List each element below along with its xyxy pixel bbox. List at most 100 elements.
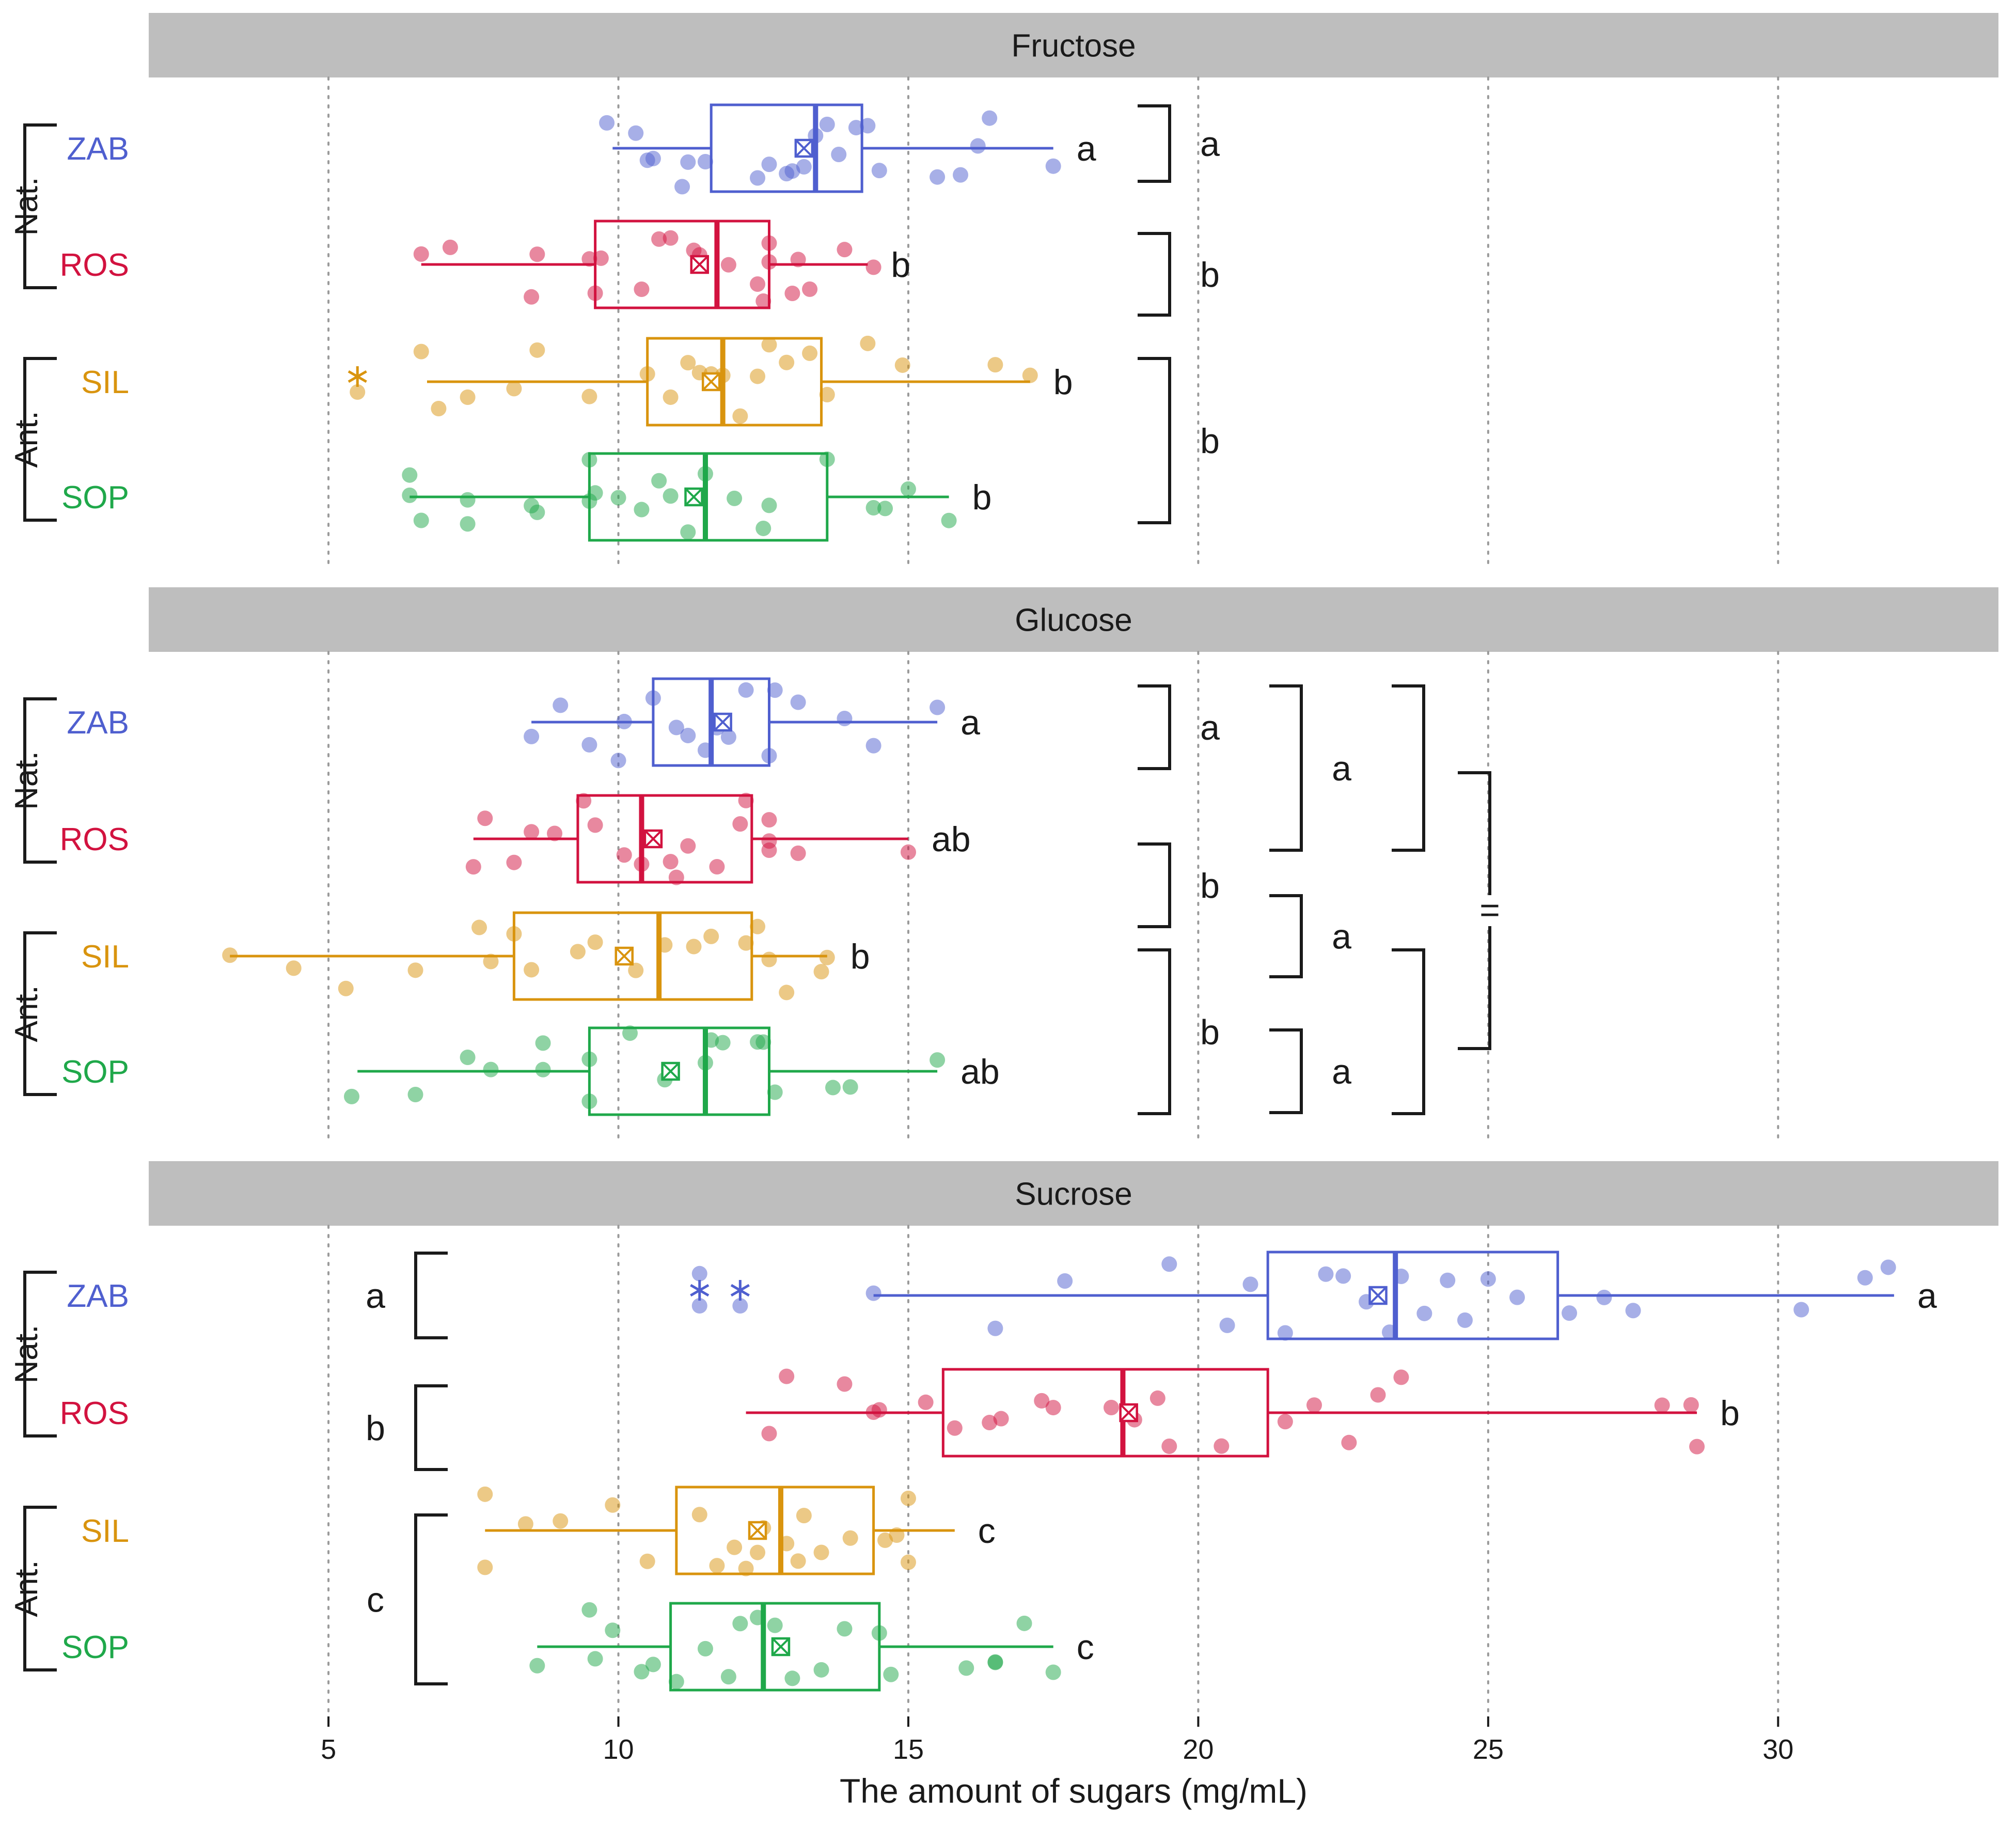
data-point [407,962,423,978]
data-point [720,1669,736,1685]
box [576,794,753,884]
data-point [900,1554,916,1570]
x-axis-title: The amount of sugars (mg/mL) [840,1772,1308,1810]
mean-marker-cross [771,1637,790,1656]
data-point [634,502,650,518]
data-point [338,980,354,996]
data-point [442,239,458,255]
significance-bracket-label: a [1332,1052,1351,1091]
group-label-nat: Nat. [9,1325,44,1384]
significance-bracket-label: b [1200,421,1220,461]
data-point [767,1084,783,1100]
significance-bracket [1138,684,1171,770]
data-point [570,944,586,960]
data-point [680,727,696,743]
panel-strip [149,1161,1998,1226]
data-point [900,844,916,860]
significance-bracket-label: a [366,1276,385,1316]
panel-strip [149,13,1998,77]
data-point [802,345,818,361]
data-point [837,1621,853,1637]
data-point [402,487,418,503]
data-point [947,1420,963,1436]
data-point [1596,1289,1612,1305]
data-point [779,1368,795,1384]
data-point [860,335,876,351]
x-axis: 5 10 15 20 25 30 The amount of sugars (mg/mL) [321,1716,1793,1810]
data-point [1016,1615,1032,1631]
data-point [918,1394,934,1410]
significance-letter: a [1077,129,1096,168]
series-sop: b [402,451,991,542]
data-point [865,259,881,275]
series-zab: a [599,103,1096,195]
data-point [593,250,609,266]
data-point [605,1622,621,1638]
data-point [616,847,632,863]
data-point [1318,1266,1334,1282]
category-label-sil: SIL [81,1513,129,1549]
mean-marker-cross [714,713,732,731]
data-point [837,242,853,258]
data-point [860,118,876,134]
significance-letter: b [1720,1394,1740,1433]
significance-bracket [1138,948,1171,1115]
significance-bracket-label: a [1332,749,1351,788]
data-point [779,985,795,1001]
data-point [1242,1276,1258,1292]
data-point [680,154,696,170]
data-point [709,858,725,874]
panel-title: Glucose [1015,603,1132,638]
category-label-sop: SOP [61,1630,129,1665]
data-point [727,490,743,506]
data-point [1341,1434,1357,1450]
significance-bracket [1138,232,1171,317]
data-point [790,1553,806,1569]
data-point [993,1411,1009,1427]
series-zab: a [524,677,980,769]
data-point [738,682,754,698]
significance-bracket [1138,842,1171,928]
data-point [477,1486,493,1502]
data-point [605,1497,621,1513]
significance-bracket [414,1384,448,1471]
data-point [871,163,887,179]
data-point [958,1660,974,1676]
data-point [1161,1256,1177,1272]
category-label-sop: SOP [61,480,129,515]
data-point [732,408,748,424]
data-point [767,682,783,698]
data-point [529,246,545,262]
group-bracket [23,931,57,1096]
outlier-marker [348,366,367,387]
data-point [471,919,487,935]
data-point [407,1087,423,1103]
data-point [529,504,545,520]
category-label-zab: ZAB [67,705,129,741]
category-label-ros: ROS [60,822,129,857]
data-point [697,1640,713,1657]
significance-bracket [1269,684,1303,852]
series-sil: b [413,335,1073,427]
significance-bracket [1392,948,1425,1115]
box [594,220,770,309]
series-sil: c [477,1486,996,1576]
category-label-ros: ROS [60,1396,129,1431]
significance-bracket-label: a [1200,124,1220,164]
data-point [779,354,795,370]
box [588,452,829,542]
mean-marker-cross [702,372,720,391]
data-point [1034,1393,1050,1409]
outlier-marker [690,1280,710,1301]
outlier-point [691,1298,707,1314]
data-point [576,793,592,809]
series-ros: ab [465,792,971,885]
data-point [1683,1397,1699,1413]
data-point [755,520,771,536]
data-point [941,512,957,528]
data-point [460,389,476,405]
significance-bracket-label: c [367,1581,384,1620]
x-tick-label: 10 [603,1734,634,1765]
data-point [634,281,650,297]
